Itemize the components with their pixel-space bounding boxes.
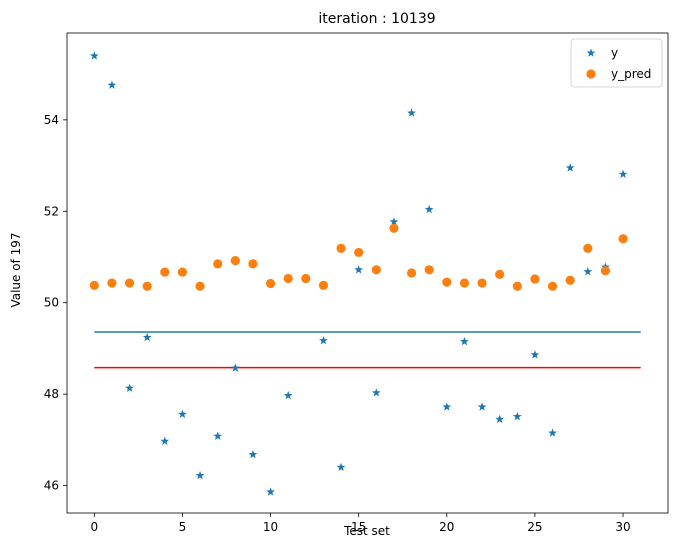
y-point [266,487,275,496]
y-pred-point [600,266,611,276]
y-pred-point [265,278,276,289]
y-pred-point [354,247,364,258]
y-pred-point [512,281,522,291]
y-point [565,163,575,172]
y-point [495,414,505,424]
legend: y y_pred [570,38,663,88]
y-pred-point [371,265,381,275]
plot-area [89,51,641,496]
y-point [477,402,487,411]
y-pred-point [124,278,135,288]
y-tick-label: 54 [44,113,59,127]
y-pred-point [336,243,346,253]
y-pred-point [177,267,188,277]
y-pred-point [459,278,470,288]
y-axis-label: Value of 197 [9,232,23,307]
axes: 0 5 10 15 20 25 30 46 48 50 52 54 [44,32,669,534]
y-point [125,383,134,392]
x-axis-label: Test set [343,524,390,538]
axes-frame [66,32,669,514]
y-pred-point [565,275,575,285]
x-tick-label: 20 [439,520,454,534]
y-point [336,462,346,472]
y-pred-point [530,274,540,284]
x-tick-label: 25 [527,520,542,534]
legend-circle-marker [586,69,596,79]
y-pred-point [283,273,293,284]
y-tick-label: 52 [44,204,59,218]
y-point [512,411,522,421]
y-point [248,449,258,459]
y-point [460,336,469,346]
x-tick-label: 15 [351,520,366,534]
y-pred-point [547,281,558,291]
y-tick-label: 46 [44,479,59,493]
y-point [424,204,434,214]
y-pred-point [248,259,258,269]
chart-title: iteration : 10139 [318,11,435,27]
y-pred-point [160,267,170,277]
y-tick-label: 50 [44,296,59,310]
y-point [319,336,328,345]
y-point [195,470,205,480]
y-point [389,217,399,226]
x-tick-label: 0 [90,520,98,534]
y-pred-point [230,256,240,266]
x-tick-label: 30 [615,520,630,534]
y-point [530,350,540,359]
y-point [618,169,628,178]
legend-label: y_pred [611,67,651,81]
x-tick-label: 5 [179,520,187,534]
y-point [442,402,452,411]
y-point [107,80,117,89]
y-pred-point [89,280,99,290]
y-point [583,267,593,276]
y-pred-point [389,223,399,233]
y-pred-point [583,243,593,253]
y-point [283,390,293,400]
y-point [354,265,364,274]
y-pred-point [213,259,223,269]
y-tick-label: 48 [44,387,59,401]
y-pred-point [618,234,628,244]
y-point [230,363,240,372]
y-pred-point [495,269,505,279]
x-tick-label: 10 [263,520,278,534]
y-point [142,332,152,342]
y-point [178,409,187,418]
y-pred-point [442,277,452,287]
y-pred-point [301,273,311,284]
y-pred-point [406,268,417,278]
y-point [89,51,99,60]
y-point [548,428,557,437]
y-point [160,436,170,445]
legend-star-marker [586,48,596,57]
legend-label: y [611,46,618,60]
y-pred-point [195,281,205,291]
y-point [407,108,416,117]
y-pred-point [424,265,434,275]
y-pred-point [477,278,487,288]
y-pred-point [318,280,329,290]
y-pred-point [107,278,117,288]
y-point [371,388,381,397]
y-pred-point [142,281,152,291]
y-point [213,431,223,440]
